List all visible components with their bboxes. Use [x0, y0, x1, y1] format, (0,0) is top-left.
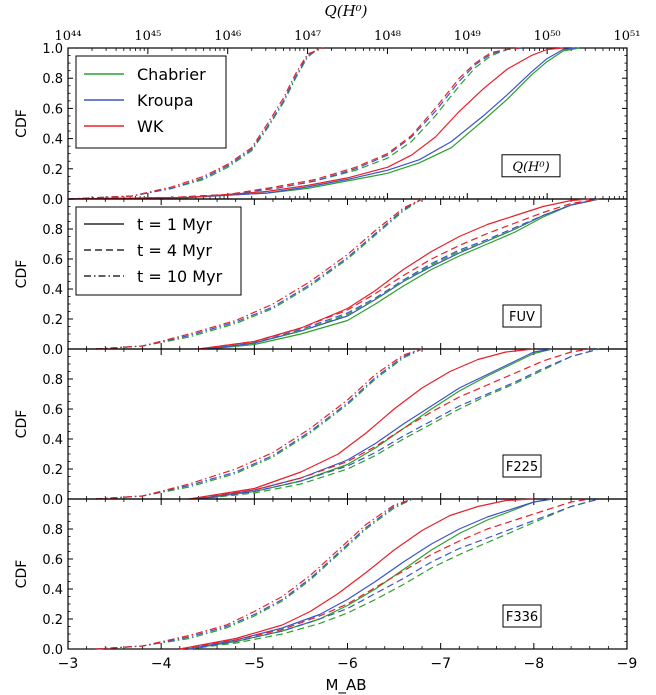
- y-tick-label: 0.8: [42, 223, 63, 238]
- y-tick-label: 0.6: [42, 253, 63, 268]
- top-axis-label: Q(H⁰): [324, 2, 367, 20]
- y-tick-label: 0.8: [42, 523, 63, 538]
- series-line-chabrier-dashed: [198, 348, 600, 500]
- series-line-wk-solid: [189, 348, 534, 500]
- series-line-wk-dashdot: [95, 498, 413, 650]
- series-line-chabrier-dashdot: [95, 348, 423, 500]
- bottom-tick-label: −7: [430, 656, 451, 672]
- panel-f225: 0.0 0.2 0.4 0.6 0.8 CDF F225: [14, 348, 628, 508]
- series-line-chabrier-dashdot: [95, 198, 423, 350]
- panel-label-box: [502, 304, 542, 328]
- series-line-wk-dashed: [67, 47, 520, 200]
- panel-label: F336: [506, 610, 538, 625]
- series-line-kroupa-dashed: [189, 498, 600, 650]
- y-tick-label: 0.8: [42, 72, 63, 87]
- top-tick-label: 10⁴⁷: [294, 29, 321, 44]
- bottom-tick-label: −6: [337, 656, 358, 672]
- series-line-chabrier-solid: [207, 198, 600, 350]
- bottom-tick-label: −8: [524, 656, 545, 672]
- series-line-wk-dashdot: [95, 348, 423, 500]
- y-axis-label: CDF: [14, 109, 30, 138]
- panel-qh0: 0.0 0.2 0.4 0.6 0.8 1.0 CDF 10⁴⁴ 10⁴⁵ 10⁴⁶ 10⁴⁷ 10⁴…: [14, 29, 640, 208]
- legend-label-dashdot: t = 10 Myr: [137, 267, 223, 286]
- bottom-tick-label: −9: [617, 656, 638, 672]
- y-tick-label: 0.0: [42, 193, 63, 208]
- legend-age-box: [75, 206, 242, 296]
- y-axis-label: CDF: [14, 260, 30, 289]
- panel-label: F225: [506, 460, 538, 475]
- legend-imf: Chabrier Kroupa WK: [75, 55, 227, 149]
- y-tick-label: 0.6: [42, 403, 63, 418]
- legend-label-kroupa: Kroupa: [137, 91, 194, 110]
- top-tick-label: 10⁴⁵: [134, 29, 161, 44]
- series-line-wk-solid: [179, 498, 534, 650]
- series-line-wk-dashed: [179, 498, 590, 650]
- bottom-axis-label: M_AB: [326, 676, 367, 695]
- series-line-wk-dashdot: [67, 47, 324, 200]
- top-tick-label: 10⁴⁹: [454, 29, 481, 44]
- bottom-tick-label: −4: [151, 656, 172, 672]
- legend-imf-box: [75, 55, 227, 149]
- series-line-kroupa-dashdot: [67, 47, 320, 200]
- series-line-chabrier-dashdot: [95, 498, 413, 650]
- panel-fuv: 0.0 0.2 0.4 0.6 0.8 CDF FUV: [14, 198, 628, 358]
- y-tick-label: 0.4: [42, 283, 63, 298]
- series-line-kroupa-solid: [67, 47, 576, 200]
- series-line-chabrier-solid: [198, 348, 553, 500]
- y-tick-label: 0.4: [42, 133, 63, 148]
- panel-f336: 0.0 0.2 0.4 0.6 0.8 CDF −3 −4 −5 −6 −7 −8 −9 F336: [14, 498, 638, 672]
- series-line-wk-dashdot: [95, 198, 423, 350]
- top-tick-label: 10⁵⁰: [534, 29, 561, 44]
- y-axis-label: CDF: [14, 560, 30, 589]
- series-line-wk-dashed: [198, 198, 600, 350]
- y-tick-label: 0.8: [42, 373, 63, 388]
- series-line-wk-dashed: [189, 348, 590, 500]
- y-tick-label: 1.0: [42, 42, 63, 57]
- panel-label-box: [502, 604, 542, 628]
- legend-label-dashed: t = 4 Myr: [137, 241, 212, 260]
- legend-age: t = 1 Myr t = 4 Myr t = 10 Myr: [75, 206, 242, 296]
- series-line-wk-solid: [67, 47, 564, 200]
- panel-label-box: [501, 154, 561, 178]
- top-tick-label: 10⁴⁸: [374, 29, 401, 44]
- y-tick-label: 0.2: [42, 613, 63, 628]
- y-tick-label: 0.6: [42, 102, 63, 117]
- top-tick-label: 10⁵¹: [614, 29, 641, 44]
- legend-label-chabrier: Chabrier: [137, 65, 206, 84]
- y-tick-label: 0.0: [42, 343, 63, 358]
- panel-label: FUV: [509, 310, 535, 325]
- series-line-kroupa-dashed: [207, 198, 600, 350]
- series-line-kroupa-dashdot: [95, 198, 423, 350]
- bottom-tick-label: −3: [58, 656, 79, 672]
- y-tick-label: 0.2: [42, 463, 63, 478]
- series-line-chabrier-dashed: [189, 498, 600, 650]
- y-axis-label: CDF: [14, 410, 30, 439]
- series-line-kroupa-solid: [188, 498, 553, 650]
- top-tick-label: 10⁴⁶: [214, 29, 241, 44]
- panel-label: Q(H⁰): [512, 160, 549, 175]
- series-line-kroupa-dashed: [198, 348, 600, 500]
- y-tick-label: 0.0: [42, 493, 63, 508]
- panel-label-box: [502, 454, 542, 478]
- series-line-kroupa-dashdot: [95, 498, 413, 650]
- legend-label-wk: WK: [137, 117, 164, 136]
- y-tick-label: 0.4: [42, 583, 63, 598]
- bottom-tick-label: −5: [244, 656, 265, 672]
- top-tick-label: 10⁴⁴: [55, 29, 82, 44]
- y-tick-label: 0.2: [42, 163, 63, 178]
- series-line-kroupa-dashdot: [95, 348, 423, 500]
- legend-label-solid: t = 1 Myr: [137, 215, 212, 234]
- y-tick-label: 0.4: [42, 433, 63, 448]
- y-tick-label: 0.2: [42, 313, 63, 328]
- y-tick-label: 0.0: [42, 643, 63, 658]
- y-tick-label: 0.6: [42, 553, 63, 568]
